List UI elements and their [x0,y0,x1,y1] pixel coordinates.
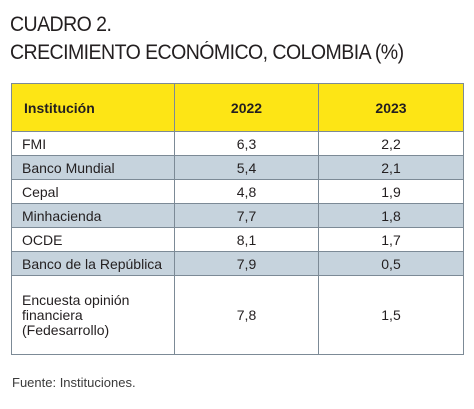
cell-2022: 5,4 [174,155,319,180]
table-row: FMI 6,3 2,2 [11,131,464,156]
cell-2022: 4,8 [174,179,319,204]
table-caption-title: CRECIMIENTO ECONÓMICO, COLOMBIA (%) [10,41,404,64]
header-2022: 2022 [174,83,319,132]
header-2023: 2023 [318,83,464,132]
growth-table: Institución 2022 2023 FMI 6,3 2,2 Banco … [11,83,464,355]
cell-2022: 7,9 [174,251,319,276]
cell-institucion-text: Encuesta opinión financiera (Fedesarroll… [22,291,130,338]
table-row: Encuesta opinión financiera (Fedesarroll… [11,275,464,355]
cell-2022: 7,8 [174,275,319,355]
table-header-row: Institución 2022 2023 [11,83,464,132]
header-institucion: Institución [11,83,175,132]
cell-institucion: Encuesta opinión financiera (Fedesarroll… [11,275,175,355]
table-row: Minhacienda 7,7 1,8 [11,203,464,228]
cell-2023: 2,1 [318,155,464,180]
table-row: Banco de la República 7,9 0,5 [11,251,464,276]
table-row: Cepal 4,8 1,9 [11,179,464,204]
cell-2023: 1,5 [318,275,464,355]
cell-2023: 2,2 [318,131,464,156]
cell-institucion: OCDE [11,227,175,252]
source-note: Fuente: Instituciones. [12,375,136,390]
cell-2022: 8,1 [174,227,319,252]
cell-2023: 0,5 [318,251,464,276]
cell-2022: 7,7 [174,203,319,228]
cell-institucion: FMI [11,131,175,156]
cell-2022: 6,3 [174,131,319,156]
cell-institucion: Banco Mundial [11,155,175,180]
cell-2023: 1,8 [318,203,464,228]
table-row: OCDE 8,1 1,7 [11,227,464,252]
table-caption-number: CUADRO 2. [10,13,112,36]
cell-2023: 1,7 [318,227,464,252]
cell-institucion: Cepal [11,179,175,204]
cell-institucion: Minhacienda [11,203,175,228]
cell-2023: 1,9 [318,179,464,204]
table-row: Banco Mundial 5,4 2,1 [11,155,464,180]
cell-institucion: Banco de la República [11,251,175,276]
